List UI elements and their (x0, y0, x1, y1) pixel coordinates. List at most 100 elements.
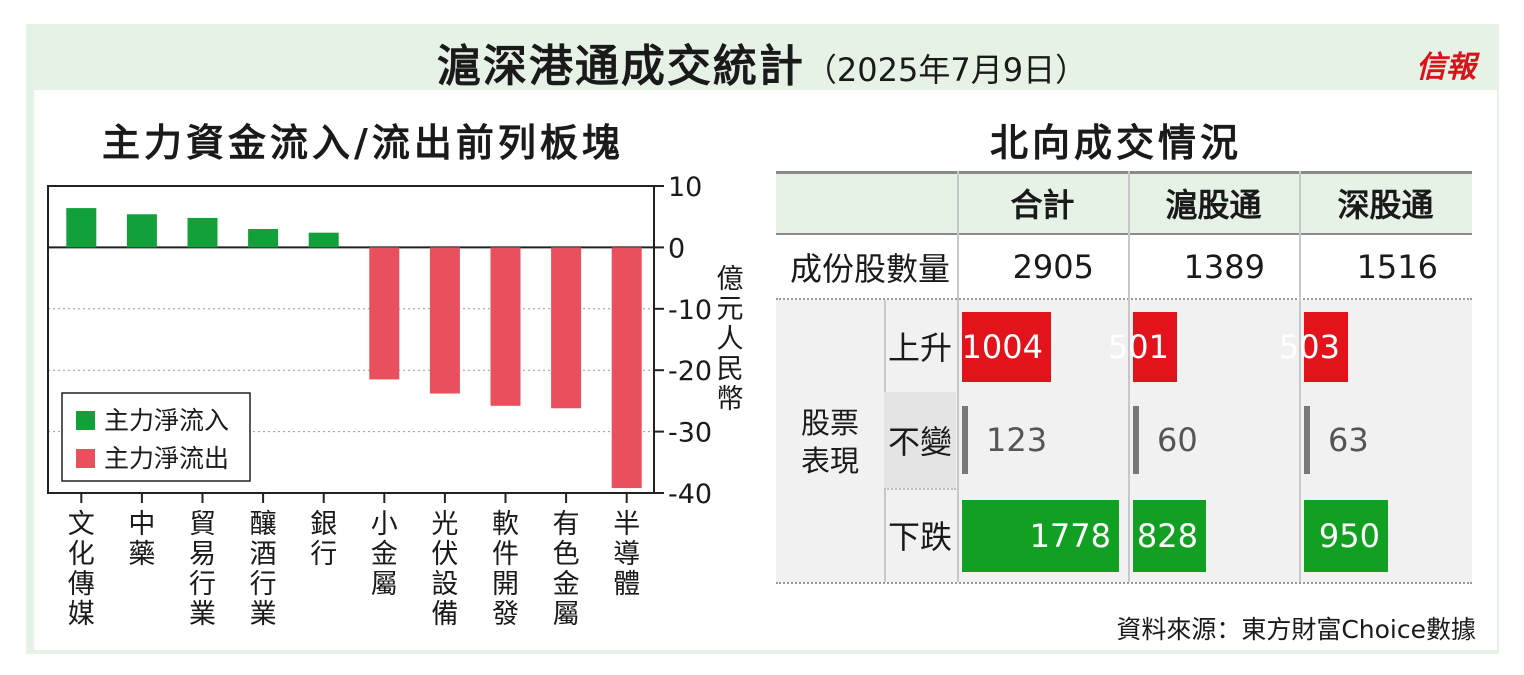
x-tick-label-char: 導 (613, 539, 640, 570)
table-header-rule (776, 233, 1472, 235)
unit-label-char: 幣 (717, 384, 744, 415)
x-tick-label-char: 有 (553, 509, 580, 540)
unit-label-char: 民 (717, 354, 744, 385)
x-tick-label-char: 行 (189, 569, 216, 600)
bar (187, 217, 218, 248)
x-tick-label-char: 傳 (68, 569, 95, 600)
bar (490, 247, 521, 406)
title-text: 滬深港通成交統計 (436, 41, 805, 92)
x-tick-label-char: 中 (128, 509, 155, 540)
chart-title: 主力資金流入/流出前列板塊 (102, 121, 624, 165)
unit-label-char: 億 (717, 264, 744, 295)
legend-label: 主力淨流出 (104, 444, 229, 473)
up-value: 501 (1107, 328, 1169, 366)
source-note: 資料來源：東方財富Choice數據 (1116, 615, 1476, 644)
x-tick-label-char: 小 (371, 509, 398, 540)
x-tick-label-char: 藥 (128, 539, 155, 570)
legend-swatch (76, 411, 95, 430)
x-tick-label-char: 半 (613, 509, 640, 540)
down-value: 950 (1318, 517, 1380, 555)
x-tick-label-char: 金 (553, 569, 580, 600)
row-label: 上升 (887, 329, 952, 367)
x-tick-label-char: 備 (431, 599, 458, 630)
table-header-band (776, 171, 1472, 235)
flat-value: 123 (986, 421, 1048, 459)
bar (308, 232, 339, 248)
column-separator (1128, 171, 1130, 582)
x-tick-label-char: 銀 (310, 509, 337, 540)
count-cell: 1516 (1356, 248, 1438, 286)
x-tick-label-char: 屬 (553, 599, 580, 630)
down-bar (1133, 500, 1206, 572)
x-tick-label-char: 貿 (189, 509, 216, 540)
flat-value: 63 (1328, 421, 1369, 459)
x-tick-label-char: 業 (189, 599, 216, 630)
bar (126, 214, 157, 248)
flat-bar (962, 406, 968, 474)
x-tick-label-char: 媒 (68, 599, 95, 630)
count-cell: 1389 (1183, 248, 1265, 286)
up-bar (1133, 312, 1177, 382)
legend-label: 主力淨流入 (104, 406, 229, 435)
x-tick-label-char: 文 (68, 509, 95, 540)
x-tick-label-char: 酒 (250, 539, 277, 570)
x-tick-label-char: 行 (250, 569, 277, 600)
table-bottom-rule (776, 582, 1472, 584)
x-tick-label-char: 軟 (492, 509, 519, 540)
bar (66, 208, 97, 248)
unit-label-char: 元 (717, 294, 744, 325)
x-tick-label-char: 體 (613, 569, 640, 600)
group-label: 股票 表現 (790, 400, 870, 484)
column-separator (957, 171, 959, 582)
y-tick-label: -10 (668, 295, 712, 326)
bar (551, 247, 582, 409)
x-tick-label-char: 金 (371, 539, 398, 570)
group-label-line: 表現 (800, 444, 859, 478)
down-bar (962, 500, 1119, 572)
x-tick-label-char: 伏 (431, 539, 458, 570)
x-tick-label-char: 發 (492, 599, 519, 630)
table-dotted-rule (776, 298, 1472, 300)
legend-swatch (76, 449, 95, 468)
table-header-cell: 合計 (1010, 186, 1075, 224)
y-tick-label: -30 (668, 418, 712, 449)
x-tick-label-char: 色 (553, 539, 580, 570)
column-separator (1299, 171, 1301, 582)
page-title: 滬深港通成交統計（2025年7月9日） (0, 30, 1524, 94)
group-label-line: 股票 (800, 406, 859, 440)
flat-value: 60 (1157, 421, 1198, 459)
up-bar (962, 312, 1051, 382)
count-cell: 2905 (1012, 248, 1094, 286)
x-tick-label-char: 屬 (371, 569, 398, 600)
x-tick-label-char: 開 (492, 569, 519, 600)
y-tick-label: -40 (668, 479, 712, 510)
up-bar (1304, 312, 1348, 382)
y-tick-label: 10 (668, 172, 702, 203)
x-tick-label-char: 行 (310, 539, 337, 570)
table-header-cell: 深股通 (1337, 186, 1434, 224)
down-value: 1778 (1029, 517, 1111, 555)
bar (369, 247, 400, 380)
y-tick-label: 0 (668, 233, 685, 264)
title-date: （2025年7月9日） (804, 51, 1088, 89)
x-tick-label-char: 易 (189, 539, 216, 570)
x-tick-label-char: 光 (431, 509, 458, 540)
row-label: 不變 (884, 392, 956, 488)
bar (248, 228, 279, 248)
brand-logo: 信報 (1416, 50, 1476, 85)
flat-bar (1304, 406, 1310, 474)
table-title: 北向成交情況 (990, 121, 1243, 165)
bar (611, 247, 642, 489)
up-value: 1004 (961, 328, 1043, 366)
x-tick-label-char: 設 (431, 569, 458, 600)
plot-frame (47, 185, 655, 494)
table-header-cell: 滬股通 (1165, 186, 1262, 224)
count-row-label: 成份股數量 (790, 250, 951, 288)
label-row-rule (884, 488, 956, 490)
unit-label-char: 人 (717, 324, 744, 355)
flat-bar (1133, 406, 1139, 474)
bar (429, 247, 460, 394)
table-top-rule (776, 171, 1472, 174)
x-tick-label-char: 件 (492, 539, 519, 570)
